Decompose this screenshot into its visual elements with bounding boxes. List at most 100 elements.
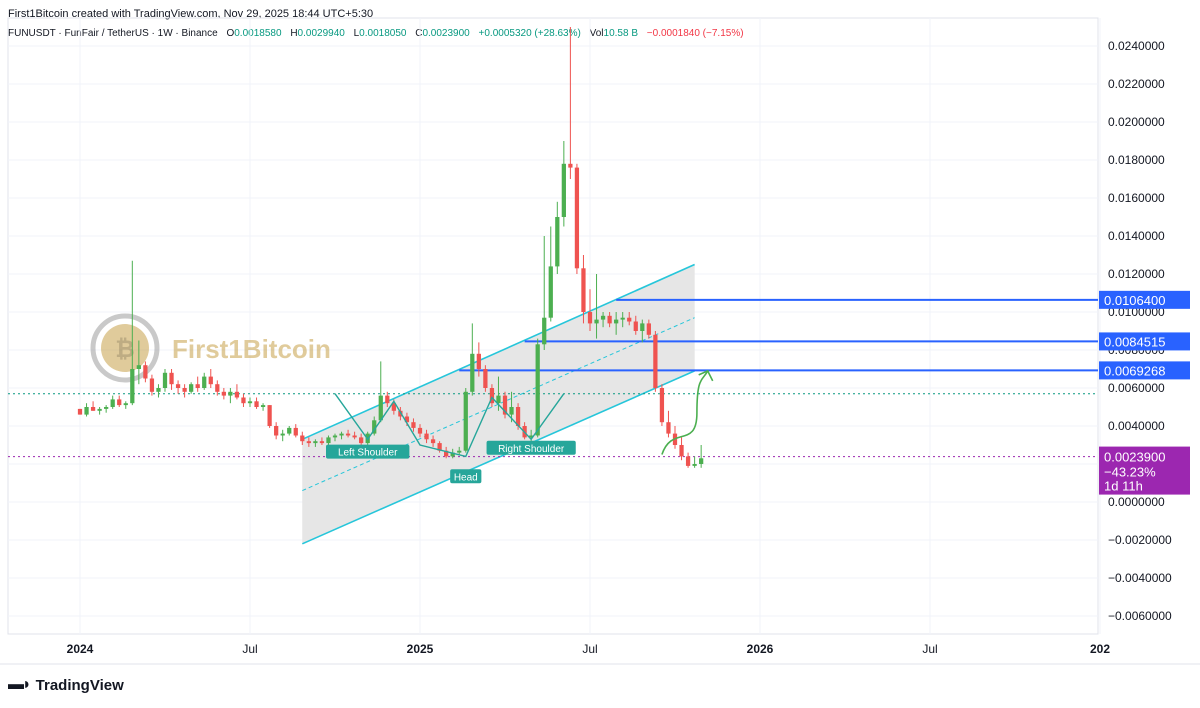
candle-59 xyxy=(463,388,468,453)
pattern-label-text: Left Shoulder xyxy=(338,448,398,459)
candle-66 xyxy=(509,391,514,423)
candle-body xyxy=(169,372,174,385)
candle-52 xyxy=(417,424,423,438)
candle-body xyxy=(496,395,501,404)
open-label: O xyxy=(226,28,235,39)
candle-body xyxy=(215,384,220,392)
candle-body xyxy=(234,391,240,398)
candle-13 xyxy=(162,369,168,392)
candle-body xyxy=(195,384,200,388)
candle-81 xyxy=(607,312,612,328)
candle-body xyxy=(444,450,449,457)
candle-28 xyxy=(260,403,266,411)
candle-body xyxy=(254,401,259,407)
candle-body xyxy=(378,395,383,421)
candle-26 xyxy=(247,397,253,407)
candle-1 xyxy=(84,403,89,417)
high-label: H xyxy=(290,28,298,39)
symbol-label[interactable]: FUNUSDT · FunFair / TetherUS · 1W · Bina… xyxy=(8,28,218,39)
candle-body xyxy=(633,321,638,331)
candle-7 xyxy=(123,401,128,409)
candle-body xyxy=(300,435,305,442)
candle-39 xyxy=(332,433,338,442)
candle-82 xyxy=(614,312,619,335)
tradingview-logo-icon: ▬◗ xyxy=(8,676,32,693)
low-value: 0.0018050 xyxy=(359,28,407,39)
candle-body xyxy=(175,384,181,388)
candle-32 xyxy=(287,426,292,436)
candle-33 xyxy=(293,424,298,438)
pattern-label-0: Left Shoulder xyxy=(325,444,410,459)
candle-76 xyxy=(574,163,580,274)
candle-42 xyxy=(352,431,357,440)
candle-body xyxy=(640,323,645,331)
candle-body xyxy=(280,433,285,436)
candle-body xyxy=(267,405,272,426)
candle-body xyxy=(84,407,89,415)
candle-95 xyxy=(699,445,704,468)
watermark-text: First1Bitcoin xyxy=(172,334,331,364)
level-tag-bg xyxy=(1099,332,1190,351)
pattern-label-bg xyxy=(486,440,576,455)
candle-body xyxy=(417,427,423,434)
tradingview-brand[interactable]: ▬◗ TradingView xyxy=(8,676,124,694)
candle-body xyxy=(404,416,410,423)
candle-body xyxy=(97,408,102,411)
candle-body xyxy=(156,388,161,392)
candle-71 xyxy=(542,236,547,350)
candle-2 xyxy=(90,401,96,411)
candle-body xyxy=(489,388,495,404)
candle-10 xyxy=(143,361,148,383)
candle-37 xyxy=(319,437,325,445)
candle-body xyxy=(189,384,194,392)
candle-body xyxy=(535,344,540,436)
y-tick-5: 0.0140000 xyxy=(1108,229,1165,243)
candle-body xyxy=(437,443,442,451)
y-tick-10: 0.0040000 xyxy=(1108,419,1165,433)
change-value: +0.0005320 (+28.63%) xyxy=(478,28,581,39)
candle-30 xyxy=(274,422,279,440)
candle-body xyxy=(457,450,462,453)
candle-38 xyxy=(326,435,331,445)
candle-60 xyxy=(470,323,475,396)
candle-8 xyxy=(130,260,135,406)
level-price-tag-0: 0.0106400 xyxy=(1099,290,1190,309)
candle-36 xyxy=(313,439,318,447)
candle-94 xyxy=(692,456,697,468)
candle-body xyxy=(450,452,455,457)
candle-20 xyxy=(208,369,213,388)
candle-body xyxy=(110,399,115,407)
horizontal-levels xyxy=(8,298,1098,458)
projection-arrow xyxy=(661,369,714,455)
level-price-tag-1: 0.0084515 xyxy=(1099,332,1190,351)
y-tick-3: 0.0180000 xyxy=(1108,153,1165,167)
current-tag-label: 0.0023900 xyxy=(1104,450,1165,465)
candle-body xyxy=(620,317,625,320)
candle-body xyxy=(692,464,697,466)
candle-25 xyxy=(241,393,246,407)
channel-lower-line xyxy=(301,370,695,545)
candle-body xyxy=(581,268,586,312)
candle-87 xyxy=(646,319,651,339)
candle-62 xyxy=(483,365,488,392)
candle-body xyxy=(77,408,83,415)
candle-body xyxy=(385,395,390,404)
candle-body xyxy=(568,163,573,168)
candle-body xyxy=(574,167,580,269)
level-price-tag-2: 0.0069268 xyxy=(1099,361,1190,380)
close-label: C xyxy=(415,28,423,39)
candle-body xyxy=(627,317,632,322)
candle-body xyxy=(274,426,279,436)
watermark-logo-ring xyxy=(90,313,160,383)
candle-40 xyxy=(339,431,344,440)
pattern-label-2: Right Shoulder xyxy=(486,440,576,455)
candle-body xyxy=(685,456,691,466)
candle-body xyxy=(136,365,141,369)
candle-body xyxy=(90,407,96,411)
candle-body xyxy=(339,433,344,436)
candle-body xyxy=(123,403,128,406)
time-axis: 2024 Jul 2025 Jul 2026 Jul 202 xyxy=(0,642,1200,665)
candle-49 xyxy=(398,407,403,421)
candle-27 xyxy=(254,397,259,409)
